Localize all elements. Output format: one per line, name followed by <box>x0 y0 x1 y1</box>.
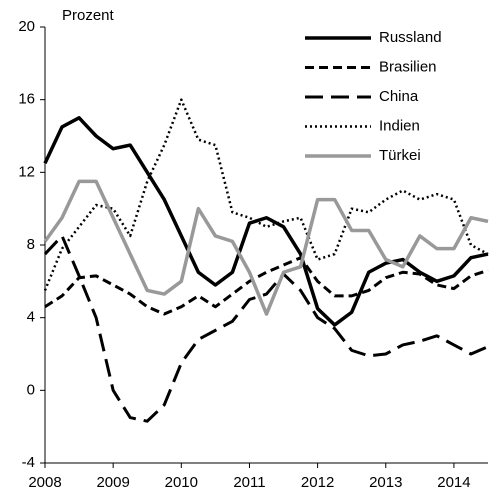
y-tick-label: 12 <box>18 163 35 180</box>
series-line <box>44 256 489 316</box>
y-tick-label: 4 <box>27 309 35 326</box>
y-tick-label: 0 <box>27 381 35 398</box>
legend-label: Brasilien <box>379 58 437 75</box>
x-tick-label: 2011 <box>233 474 265 491</box>
y-tick-label: 8 <box>27 236 35 253</box>
x-tick-label: 2008 <box>28 474 61 491</box>
y-tick-label: 20 <box>18 18 35 35</box>
y-axis-label: Prozent <box>62 7 115 24</box>
series-line <box>43 234 489 423</box>
y-tick-label: 16 <box>18 91 35 108</box>
x-tick-label: 2010 <box>165 474 198 491</box>
legend-label: Indien <box>379 117 420 134</box>
series-line <box>43 98 489 291</box>
series-line <box>43 179 489 316</box>
x-tick-label: 2013 <box>369 474 402 491</box>
x-tick-label: 2012 <box>301 474 334 491</box>
legend-label: China <box>379 88 419 105</box>
legend-label: Russland <box>379 29 442 46</box>
y-tick-label: -4 <box>22 454 35 471</box>
x-tick-label: 2009 <box>96 474 129 491</box>
series-line <box>43 116 489 327</box>
x-tick-label: 2014 <box>437 474 470 491</box>
legend-bg <box>301 55 483 80</box>
legend-label: Türkei <box>379 147 421 164</box>
